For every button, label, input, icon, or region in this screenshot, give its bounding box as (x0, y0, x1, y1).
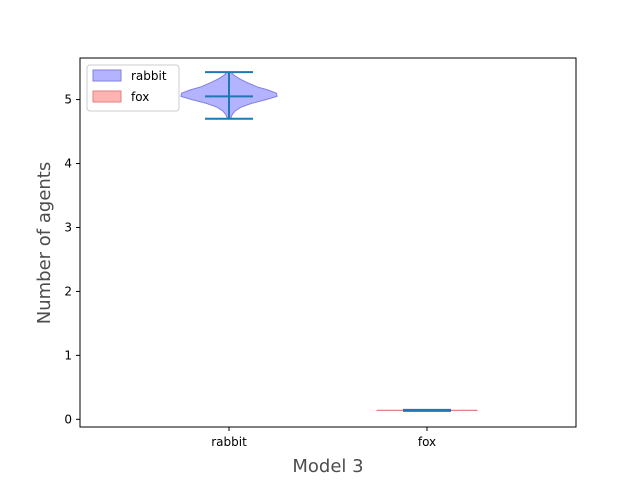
plot-frame (79, 57, 577, 428)
y-tick-label-5: 5 (64, 93, 72, 107)
y-tick-label-4: 4 (64, 157, 72, 171)
legend-swatch-fox (92, 90, 122, 103)
y-axis-label: Number of agents (34, 162, 55, 324)
legend-label-rabbit: rabbit (131, 69, 167, 83)
legend-swatch-rabbit (92, 69, 122, 82)
x-tick-label-rabbit: rabbit (211, 435, 247, 449)
legend: rabbit fox (86, 64, 180, 112)
y-tick-label-0: 0 (64, 412, 72, 426)
y-tick-label-1: 1 (64, 348, 72, 362)
x-axis: rabbit fox (211, 427, 436, 449)
stats-layer (205, 71, 451, 412)
legend-label-fox: fox (131, 90, 149, 104)
x-axis-label: Model 3 (292, 456, 363, 477)
y-tick-label-2: 2 (64, 284, 72, 298)
y-axis: 0 1 2 3 4 5 (64, 93, 80, 426)
y-tick-label-3: 3 (64, 220, 72, 234)
x-tick-label-fox: fox (418, 435, 436, 449)
